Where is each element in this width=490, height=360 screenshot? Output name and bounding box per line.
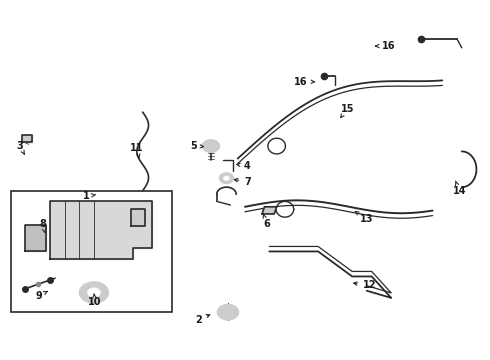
Text: 12: 12 — [354, 280, 376, 291]
Text: 3: 3 — [17, 141, 24, 154]
Text: 13: 13 — [355, 211, 373, 224]
Text: 11: 11 — [130, 143, 144, 158]
Text: 5: 5 — [191, 141, 203, 151]
Polygon shape — [50, 202, 152, 258]
Circle shape — [219, 173, 234, 184]
Circle shape — [88, 288, 100, 297]
Polygon shape — [262, 207, 277, 214]
Text: 9: 9 — [35, 291, 48, 301]
Text: 2: 2 — [196, 315, 210, 325]
Text: 6: 6 — [263, 215, 270, 229]
Polygon shape — [130, 208, 145, 226]
Text: 8: 8 — [39, 219, 46, 233]
Circle shape — [217, 304, 239, 320]
Text: 16: 16 — [294, 77, 315, 87]
Text: 15: 15 — [341, 104, 354, 118]
Text: 14: 14 — [453, 181, 466, 197]
Text: 10: 10 — [88, 294, 102, 307]
Text: 4: 4 — [237, 161, 251, 171]
Text: 16: 16 — [376, 41, 395, 51]
Text: 7: 7 — [234, 177, 251, 187]
Text: 1: 1 — [83, 191, 96, 201]
Polygon shape — [22, 135, 31, 143]
Polygon shape — [25, 225, 46, 251]
Circle shape — [79, 282, 109, 303]
Bar — [11, 191, 172, 312]
Circle shape — [202, 140, 220, 153]
Circle shape — [223, 176, 229, 180]
